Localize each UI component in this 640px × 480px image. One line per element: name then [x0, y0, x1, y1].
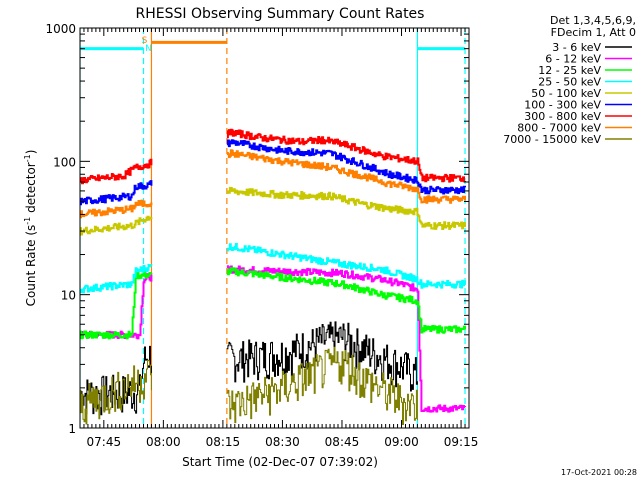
y-axis-label: Count Rate (s-1 detector-1) [23, 150, 38, 307]
legend-label: 12 - 25 keV [538, 64, 601, 77]
x-tick-label: 08:15 [206, 435, 241, 449]
x-axis: 07:45 08:00 08:15 08:30 08:45 09:00 09:15 [83, 28, 479, 449]
series-300-800-kev [80, 128, 466, 185]
legend-label: 800 - 7000 keV [517, 122, 601, 135]
series-50-100-kev [80, 186, 466, 236]
footer-date: 17-Oct-2021 00:28 [561, 468, 637, 477]
legend-header-0: Det 1,3,4,5,6,9, [550, 14, 636, 27]
legend-label: 7000 - 15000 keV [503, 133, 601, 146]
series-25-50-kev [80, 243, 466, 294]
marker-s: S [142, 36, 148, 46]
series-800-7000-kev [80, 149, 466, 219]
legend: Det 1,3,4,5,6,9,FDecim 1, Att 0 3 - 6 keV… [503, 14, 636, 146]
series-7000-15000-kev [80, 346, 418, 425]
y-tick-label: 1 [68, 422, 76, 436]
legend-header-1: FDecim 1, Att 0 [551, 26, 636, 39]
x-tick-label: 09:00 [384, 435, 419, 449]
y-tick-label: 10 [61, 289, 76, 303]
marker-n: N [145, 44, 152, 54]
legend-label: 3 - 6 keV [552, 41, 601, 54]
y-tick-label: 100 [53, 155, 76, 169]
y-axis: 1 10 100 1000 [45, 22, 469, 436]
legend-label: 6 - 12 keV [545, 53, 601, 66]
x-tick-label: 07:45 [87, 435, 122, 449]
x-tick-label: 08:30 [265, 435, 300, 449]
chart-title: RHESSI Observing Summary Count Rates [136, 6, 425, 22]
legend-label: 300 - 800 keV [524, 110, 601, 123]
legend-label: 100 - 300 keV [524, 99, 601, 112]
x-axis-label: Start Time (02-Dec-07 07:39:02) [182, 455, 378, 469]
legend-label: 25 - 50 keV [538, 76, 601, 89]
x-tick-label: 08:45 [325, 435, 360, 449]
legend-label: 50 - 100 keV [531, 87, 601, 100]
series-12-25-kev [80, 267, 466, 340]
plot-area: SN [80, 28, 466, 428]
y-tick-label: 1000 [45, 22, 76, 36]
series-100-300-kev [80, 139, 466, 206]
x-tick-label: 09:15 [444, 435, 479, 449]
x-tick-label: 08:00 [146, 435, 181, 449]
